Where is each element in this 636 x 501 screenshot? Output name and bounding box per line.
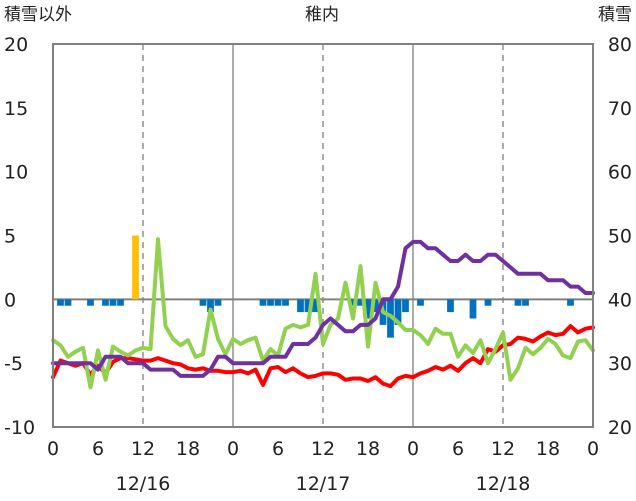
bar — [102, 299, 109, 306]
x-tick-label: 6 — [272, 438, 284, 460]
left-tick-label: -10 — [4, 417, 35, 439]
left-tick-label: -5 — [4, 353, 23, 375]
x-tick-label: 6 — [452, 438, 464, 460]
bar — [394, 299, 402, 325]
bar — [117, 299, 124, 306]
bar — [312, 299, 319, 313]
chart-title: 稚内 — [305, 5, 339, 25]
right-tick-label: 30 — [608, 353, 632, 375]
date-label: 12/17 — [296, 473, 351, 495]
x-tick-label: 0 — [227, 438, 239, 460]
left-axis-title: 積雪以外 — [4, 5, 72, 25]
bar — [64, 299, 72, 306]
left-tick-label: 20 — [4, 34, 28, 56]
x-tick-label: 18 — [356, 438, 380, 460]
bar — [109, 299, 117, 306]
x-axis-ticks: 0 6 12 18 0 6 12 18 0 6 12 18 0 — [47, 438, 599, 460]
bar — [207, 299, 214, 313]
right-axis-ticks: 20 30 40 50 60 70 80 — [608, 34, 632, 439]
right-tick-label: 50 — [608, 226, 632, 248]
right-tick-label: 80 — [608, 34, 632, 56]
x-tick-label: 6 — [92, 438, 104, 460]
left-tick-label: 0 — [4, 289, 16, 311]
date-label: 12/16 — [116, 473, 171, 495]
series-line-2 — [51, 237, 595, 390]
x-tick-label: 18 — [176, 438, 200, 460]
x-tick-label: 12 — [131, 438, 155, 460]
bar — [199, 299, 207, 306]
line-series — [51, 237, 595, 390]
bar — [469, 299, 477, 319]
bar — [372, 299, 379, 313]
x-tick-label: 0 — [587, 438, 599, 460]
x-tick-label: 12 — [491, 438, 515, 460]
right-tick-label: 60 — [608, 162, 632, 184]
left-tick-label: 5 — [4, 226, 16, 248]
bar — [357, 299, 364, 306]
x-axis-date-labels: 12/16 12/17 12/18 — [116, 473, 531, 495]
series-line-1 — [51, 324, 595, 389]
x-tick-label: 0 — [407, 438, 419, 460]
bar — [417, 299, 424, 306]
x-tick-label: 12 — [311, 438, 335, 460]
left-tick-label: 15 — [4, 98, 28, 120]
bar — [132, 235, 139, 300]
bar — [567, 299, 574, 306]
bar — [214, 299, 222, 306]
bar — [447, 299, 454, 313]
date-label: 12/18 — [476, 473, 531, 495]
bar — [522, 299, 529, 306]
left-axis-ticks: -10 -5 0 5 10 15 20 — [4, 34, 35, 439]
x-tick-label: 0 — [47, 438, 59, 460]
bar — [267, 299, 274, 306]
bar — [514, 299, 522, 306]
right-axis-title: 積雪 — [598, 5, 632, 25]
bar — [297, 299, 304, 313]
bar — [57, 299, 64, 306]
left-tick-label: 10 — [4, 162, 28, 184]
bar — [259, 299, 267, 306]
bar — [349, 299, 357, 306]
bar — [402, 299, 409, 313]
bar — [364, 299, 372, 319]
bar — [282, 299, 289, 306]
series-line-3 — [51, 239, 595, 378]
right-tick-label: 20 — [608, 417, 632, 439]
right-tick-label: 40 — [608, 289, 632, 311]
right-tick-label: 70 — [608, 98, 632, 120]
x-tick-label: 18 — [536, 438, 560, 460]
bar — [87, 299, 94, 306]
bar — [304, 299, 312, 313]
plot-frame — [52, 43, 594, 428]
bar — [274, 299, 282, 306]
bar — [484, 299, 492, 306]
